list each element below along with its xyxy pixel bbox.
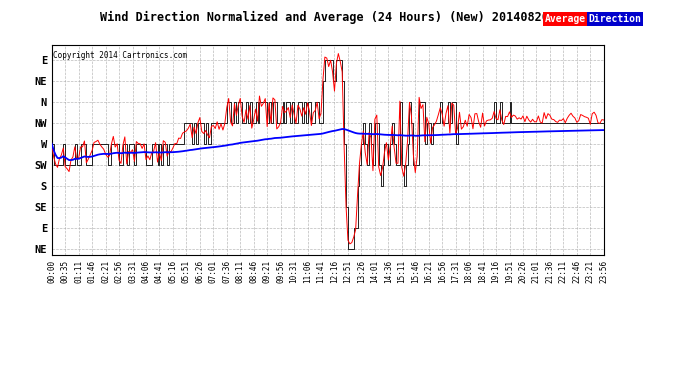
Text: Wind Direction Normalized and Average (24 Hours) (New) 20140826: Wind Direction Normalized and Average (2… — [100, 11, 549, 24]
Text: Copyright 2014 Cartronics.com: Copyright 2014 Cartronics.com — [53, 51, 187, 60]
Text: Direction: Direction — [589, 14, 642, 24]
Text: Average: Average — [545, 14, 586, 24]
